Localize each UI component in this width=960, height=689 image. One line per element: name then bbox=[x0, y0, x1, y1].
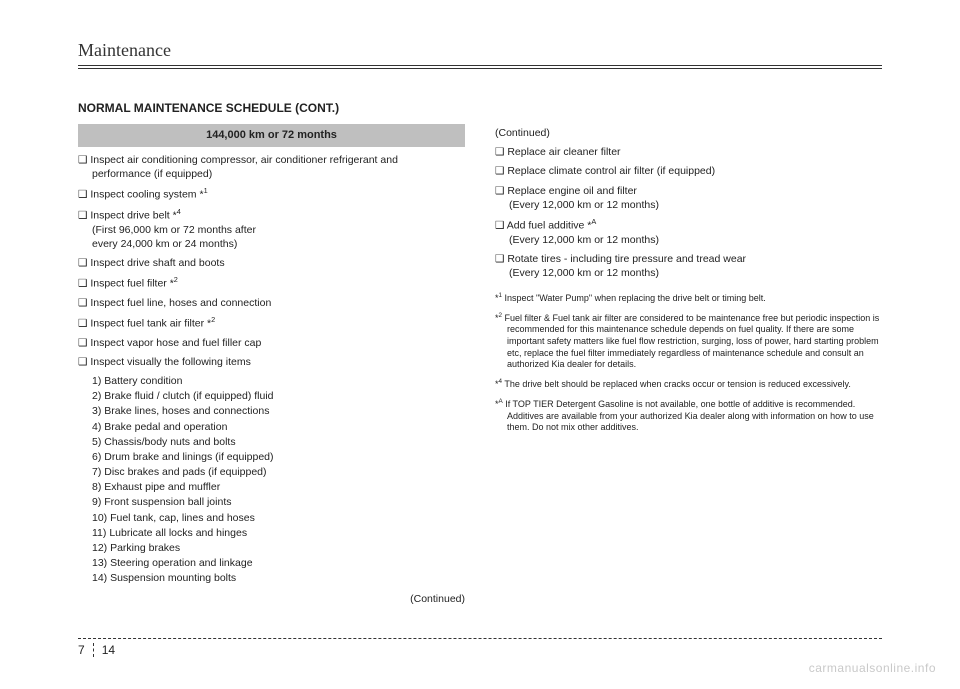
footnote-text: Inspect "Water Pump" when replacing the … bbox=[502, 293, 766, 303]
section-title: NORMAL MAINTENANCE SCHEDULE (CONT.) bbox=[78, 100, 465, 116]
item-text: ❑ Inspect visually the following items bbox=[78, 356, 251, 368]
list-item: ❑ Add fuel additive *A (Every 12,000 km … bbox=[495, 217, 882, 247]
item-text: ❑ Replace air cleaner filter bbox=[495, 146, 621, 158]
header-rule-2 bbox=[78, 68, 882, 69]
page-footer: 7 14 bbox=[78, 638, 882, 657]
item-text: ❑ Inspect fuel filter * bbox=[78, 278, 174, 290]
list-item: ❑ Inspect cooling system *1 bbox=[78, 186, 465, 202]
list-item: ❑ Rotate tires - including tire pressure… bbox=[495, 252, 882, 280]
item-sub: (Every 12,000 km or 12 months) bbox=[495, 233, 882, 247]
chapter-number: 7 bbox=[78, 643, 94, 657]
list-item: ❑ Inspect fuel tank air filter *2 bbox=[78, 315, 465, 331]
item-sub: performance (if equipped) bbox=[78, 167, 465, 181]
list-item: ❑ Inspect fuel filter *2 bbox=[78, 275, 465, 291]
list-item: 6) Drum brake and linings (if equipped) bbox=[92, 450, 465, 464]
watermark: carmanualsonline.info bbox=[809, 661, 936, 675]
list-item: ❑ Replace engine oil and filter (Every 1… bbox=[495, 184, 882, 212]
content-area: NORMAL MAINTENANCE SCHEDULE (CONT.) 144,… bbox=[78, 100, 882, 606]
footnotes: *1 Inspect "Water Pump" when replacing t… bbox=[495, 292, 882, 434]
list-item: 13) Steering operation and linkage bbox=[92, 556, 465, 570]
item-text: ❑ Inspect fuel tank air filter * bbox=[78, 318, 211, 330]
list-item: ❑ Replace air cleaner filter bbox=[495, 145, 882, 159]
list-item: ❑ Inspect fuel line, hoses and connectio… bbox=[78, 296, 465, 310]
footnote-ref: 2 bbox=[211, 315, 215, 324]
footnote-ref: 4 bbox=[177, 207, 181, 216]
list-item: 3) Brake lines, hoses and connections bbox=[92, 404, 465, 418]
item-sub: (First 96,000 km or 72 months after bbox=[78, 223, 465, 237]
footnote: *2 Fuel filter & Fuel tank air filter ar… bbox=[495, 312, 882, 371]
right-column: (Continued) ❑ Replace air cleaner filter… bbox=[495, 100, 882, 606]
visual-inspect-list: 1) Battery condition 2) Brake fluid / cl… bbox=[78, 374, 465, 585]
item-text: ❑ Inspect air conditioning compressor, a… bbox=[78, 154, 398, 166]
item-text: ❑ Replace engine oil and filter bbox=[495, 185, 637, 197]
footnote: *A If TOP TIER Detergent Gasoline is not… bbox=[495, 398, 882, 434]
page-header: Maintenance bbox=[78, 40, 882, 66]
list-item: 4) Brake pedal and operation bbox=[92, 420, 465, 434]
spacer bbox=[495, 100, 882, 126]
item-sub: (Every 12,000 km or 12 months) bbox=[495, 266, 882, 280]
list-item: ❑ Inspect air conditioning compressor, a… bbox=[78, 153, 465, 181]
footnote-ref: A bbox=[591, 217, 596, 226]
footnote-text: If TOP TIER Detergent Gasoline is not av… bbox=[503, 399, 874, 432]
header-title: Maintenance bbox=[78, 40, 171, 60]
item-sub: (Every 12,000 km or 12 months) bbox=[495, 198, 882, 212]
footnote-text: Fuel filter & Fuel tank air filter are c… bbox=[502, 313, 879, 370]
footnote-text: The drive belt should be replaced when c… bbox=[502, 379, 851, 389]
left-column: NORMAL MAINTENANCE SCHEDULE (CONT.) 144,… bbox=[78, 100, 465, 606]
item-text: ❑ Add fuel additive * bbox=[495, 219, 591, 231]
footnote-ref: 2 bbox=[174, 275, 178, 284]
list-item: 10) Fuel tank, cap, lines and hoses bbox=[92, 511, 465, 525]
item-sub: every 24,000 km or 24 months) bbox=[78, 237, 465, 251]
footnote: *1 Inspect "Water Pump" when replacing t… bbox=[495, 292, 882, 305]
footnote: *4 The drive belt should be replaced whe… bbox=[495, 378, 882, 391]
item-text: ❑ Inspect cooling system * bbox=[78, 189, 204, 201]
footnote-ref: 1 bbox=[204, 186, 208, 195]
item-text: ❑ Inspect fuel line, hoses and connectio… bbox=[78, 297, 271, 309]
list-item: 9) Front suspension ball joints bbox=[92, 495, 465, 509]
list-item: ❑ Inspect vapor hose and fuel filler cap bbox=[78, 336, 465, 350]
list-item: 11) Lubricate all locks and hinges bbox=[92, 526, 465, 540]
list-item: ❑ Inspect drive shaft and boots bbox=[78, 256, 465, 270]
list-item: ❑ Inspect drive belt *4 (First 96,000 km… bbox=[78, 207, 465, 251]
list-item: 2) Brake fluid / clutch (if equipped) fl… bbox=[92, 389, 465, 403]
list-item: 1) Battery condition bbox=[92, 374, 465, 388]
item-text: ❑ Replace climate control air filter (if… bbox=[495, 165, 715, 177]
item-text: ❑ Rotate tires - including tire pressure… bbox=[495, 253, 746, 265]
list-item: 7) Disc brakes and pads (if equipped) bbox=[92, 465, 465, 479]
continued-top: (Continued) bbox=[495, 126, 882, 140]
continued-label: (Continued) bbox=[78, 592, 465, 606]
interval-banner: 144,000 km or 72 months bbox=[78, 124, 465, 147]
list-item: 5) Chassis/body nuts and bolts bbox=[92, 435, 465, 449]
list-item: 14) Suspension mounting bolts bbox=[92, 571, 465, 585]
page-number: 14 bbox=[102, 643, 115, 657]
list-item: ❑ Replace climate control air filter (if… bbox=[495, 164, 882, 178]
list-item: 12) Parking brakes bbox=[92, 541, 465, 555]
item-text: ❑ Inspect drive belt * bbox=[78, 210, 177, 222]
item-text: ❑ Inspect drive shaft and boots bbox=[78, 257, 225, 269]
list-item: 8) Exhaust pipe and muffler bbox=[92, 480, 465, 494]
item-text: ❑ Inspect vapor hose and fuel filler cap bbox=[78, 337, 261, 349]
list-item: ❑ Inspect visually the following items bbox=[78, 355, 465, 369]
